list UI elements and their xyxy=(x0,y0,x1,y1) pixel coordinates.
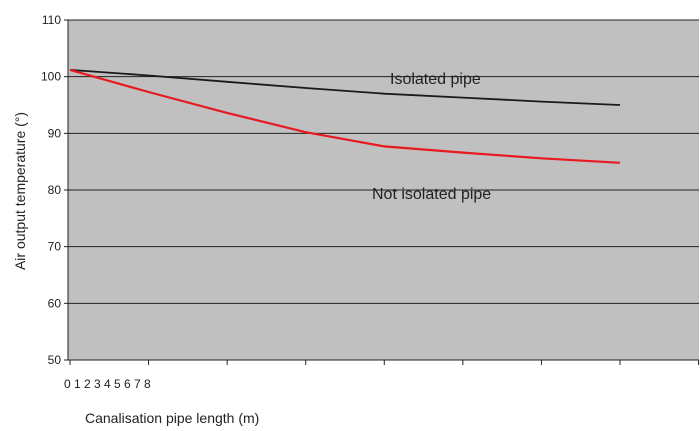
x-tick-label: 0 xyxy=(64,377,71,391)
series-line-not-isolated xyxy=(69,68,621,164)
x-axis-label: Canalisation pipe length (m) xyxy=(85,410,259,426)
y-tick-label: 90 xyxy=(48,126,62,140)
y-tick-label: 110 xyxy=(42,13,61,27)
x-tick-label: 2 xyxy=(84,377,91,391)
series-lines xyxy=(69,68,621,164)
series-line-isolated xyxy=(69,69,621,106)
y-tick-label: 70 xyxy=(48,240,62,254)
series-label-not-isolated: Not isolated pipe xyxy=(372,186,491,203)
y-tick-label: 60 xyxy=(48,296,62,310)
y-tick-label: 80 xyxy=(48,183,62,197)
x-tick-label: 4 xyxy=(104,377,111,391)
x-tick-label: 8 xyxy=(144,377,151,391)
x-tick-label: 5 xyxy=(114,377,121,391)
x-tick-label: 7 xyxy=(134,377,141,391)
y-tick-label: 100 xyxy=(41,70,61,84)
gridlines xyxy=(68,19,699,304)
x-tick-label: 6 xyxy=(124,377,131,391)
x-tick-label: 3 xyxy=(94,377,101,391)
y-tick-label: 50 xyxy=(48,353,62,367)
series-label-isolated: Isolated pipe xyxy=(390,71,481,88)
y-axis-label: Air output temperature (°) xyxy=(12,112,28,270)
y-tick-labels: 50 60 70 80 90 100 110 xyxy=(41,13,68,367)
x-tick-label: 1 xyxy=(74,377,81,391)
